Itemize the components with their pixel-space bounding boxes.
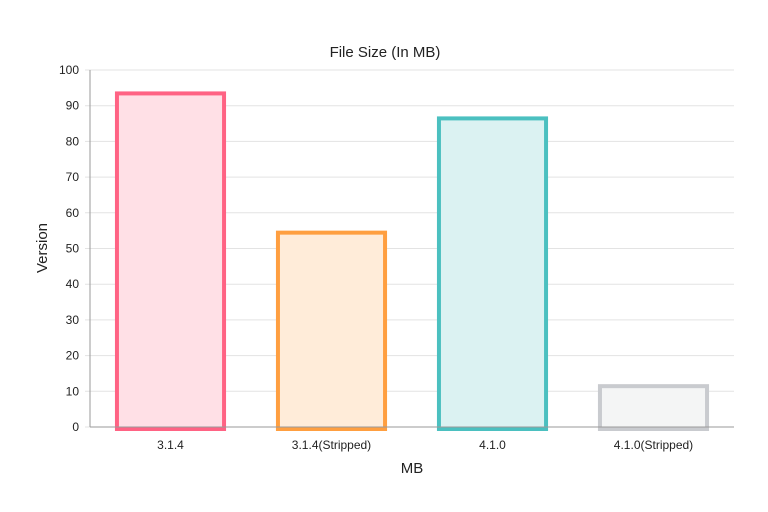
y-tick-label: 70	[66, 170, 80, 184]
y-tick-label: 20	[66, 349, 80, 363]
y-tick-label: 50	[66, 242, 80, 256]
bar-4[interactable]	[597, 384, 710, 432]
axes	[89, 70, 734, 428]
x-tick-labels: 3.1.4 3.1.4(Stripped) 4.1.0 4.1.0(Stripped)	[157, 438, 693, 452]
chart-title: File Size (In MB)	[330, 44, 441, 61]
bars	[114, 91, 710, 432]
x-tick-label: 3.1.4	[157, 438, 184, 452]
y-tick-labels: 0 10 20 30 40 50 60 70 80 90 100	[59, 63, 79, 434]
y-tick-label: 10	[66, 384, 80, 398]
y-tick-label: 100	[59, 63, 79, 77]
y-tick-label: 80	[66, 134, 80, 148]
bar-1[interactable]	[114, 91, 227, 431]
x-axis-title: MB	[401, 460, 424, 477]
x-tick-label: 4.1.0	[479, 438, 506, 452]
bar-3[interactable]	[436, 116, 549, 431]
y-tick-label: 40	[66, 277, 80, 291]
y-axis-title: Version	[34, 223, 51, 273]
y-tick-label: 30	[66, 313, 80, 327]
bar-2[interactable]	[275, 230, 388, 431]
y-tick-label: 60	[66, 206, 80, 220]
y-tick-label: 90	[66, 99, 80, 113]
x-tick-label: 3.1.4(Stripped)	[292, 438, 371, 452]
y-tick-label: 0	[72, 420, 79, 434]
x-tick-label: 4.1.0(Stripped)	[614, 438, 693, 452]
